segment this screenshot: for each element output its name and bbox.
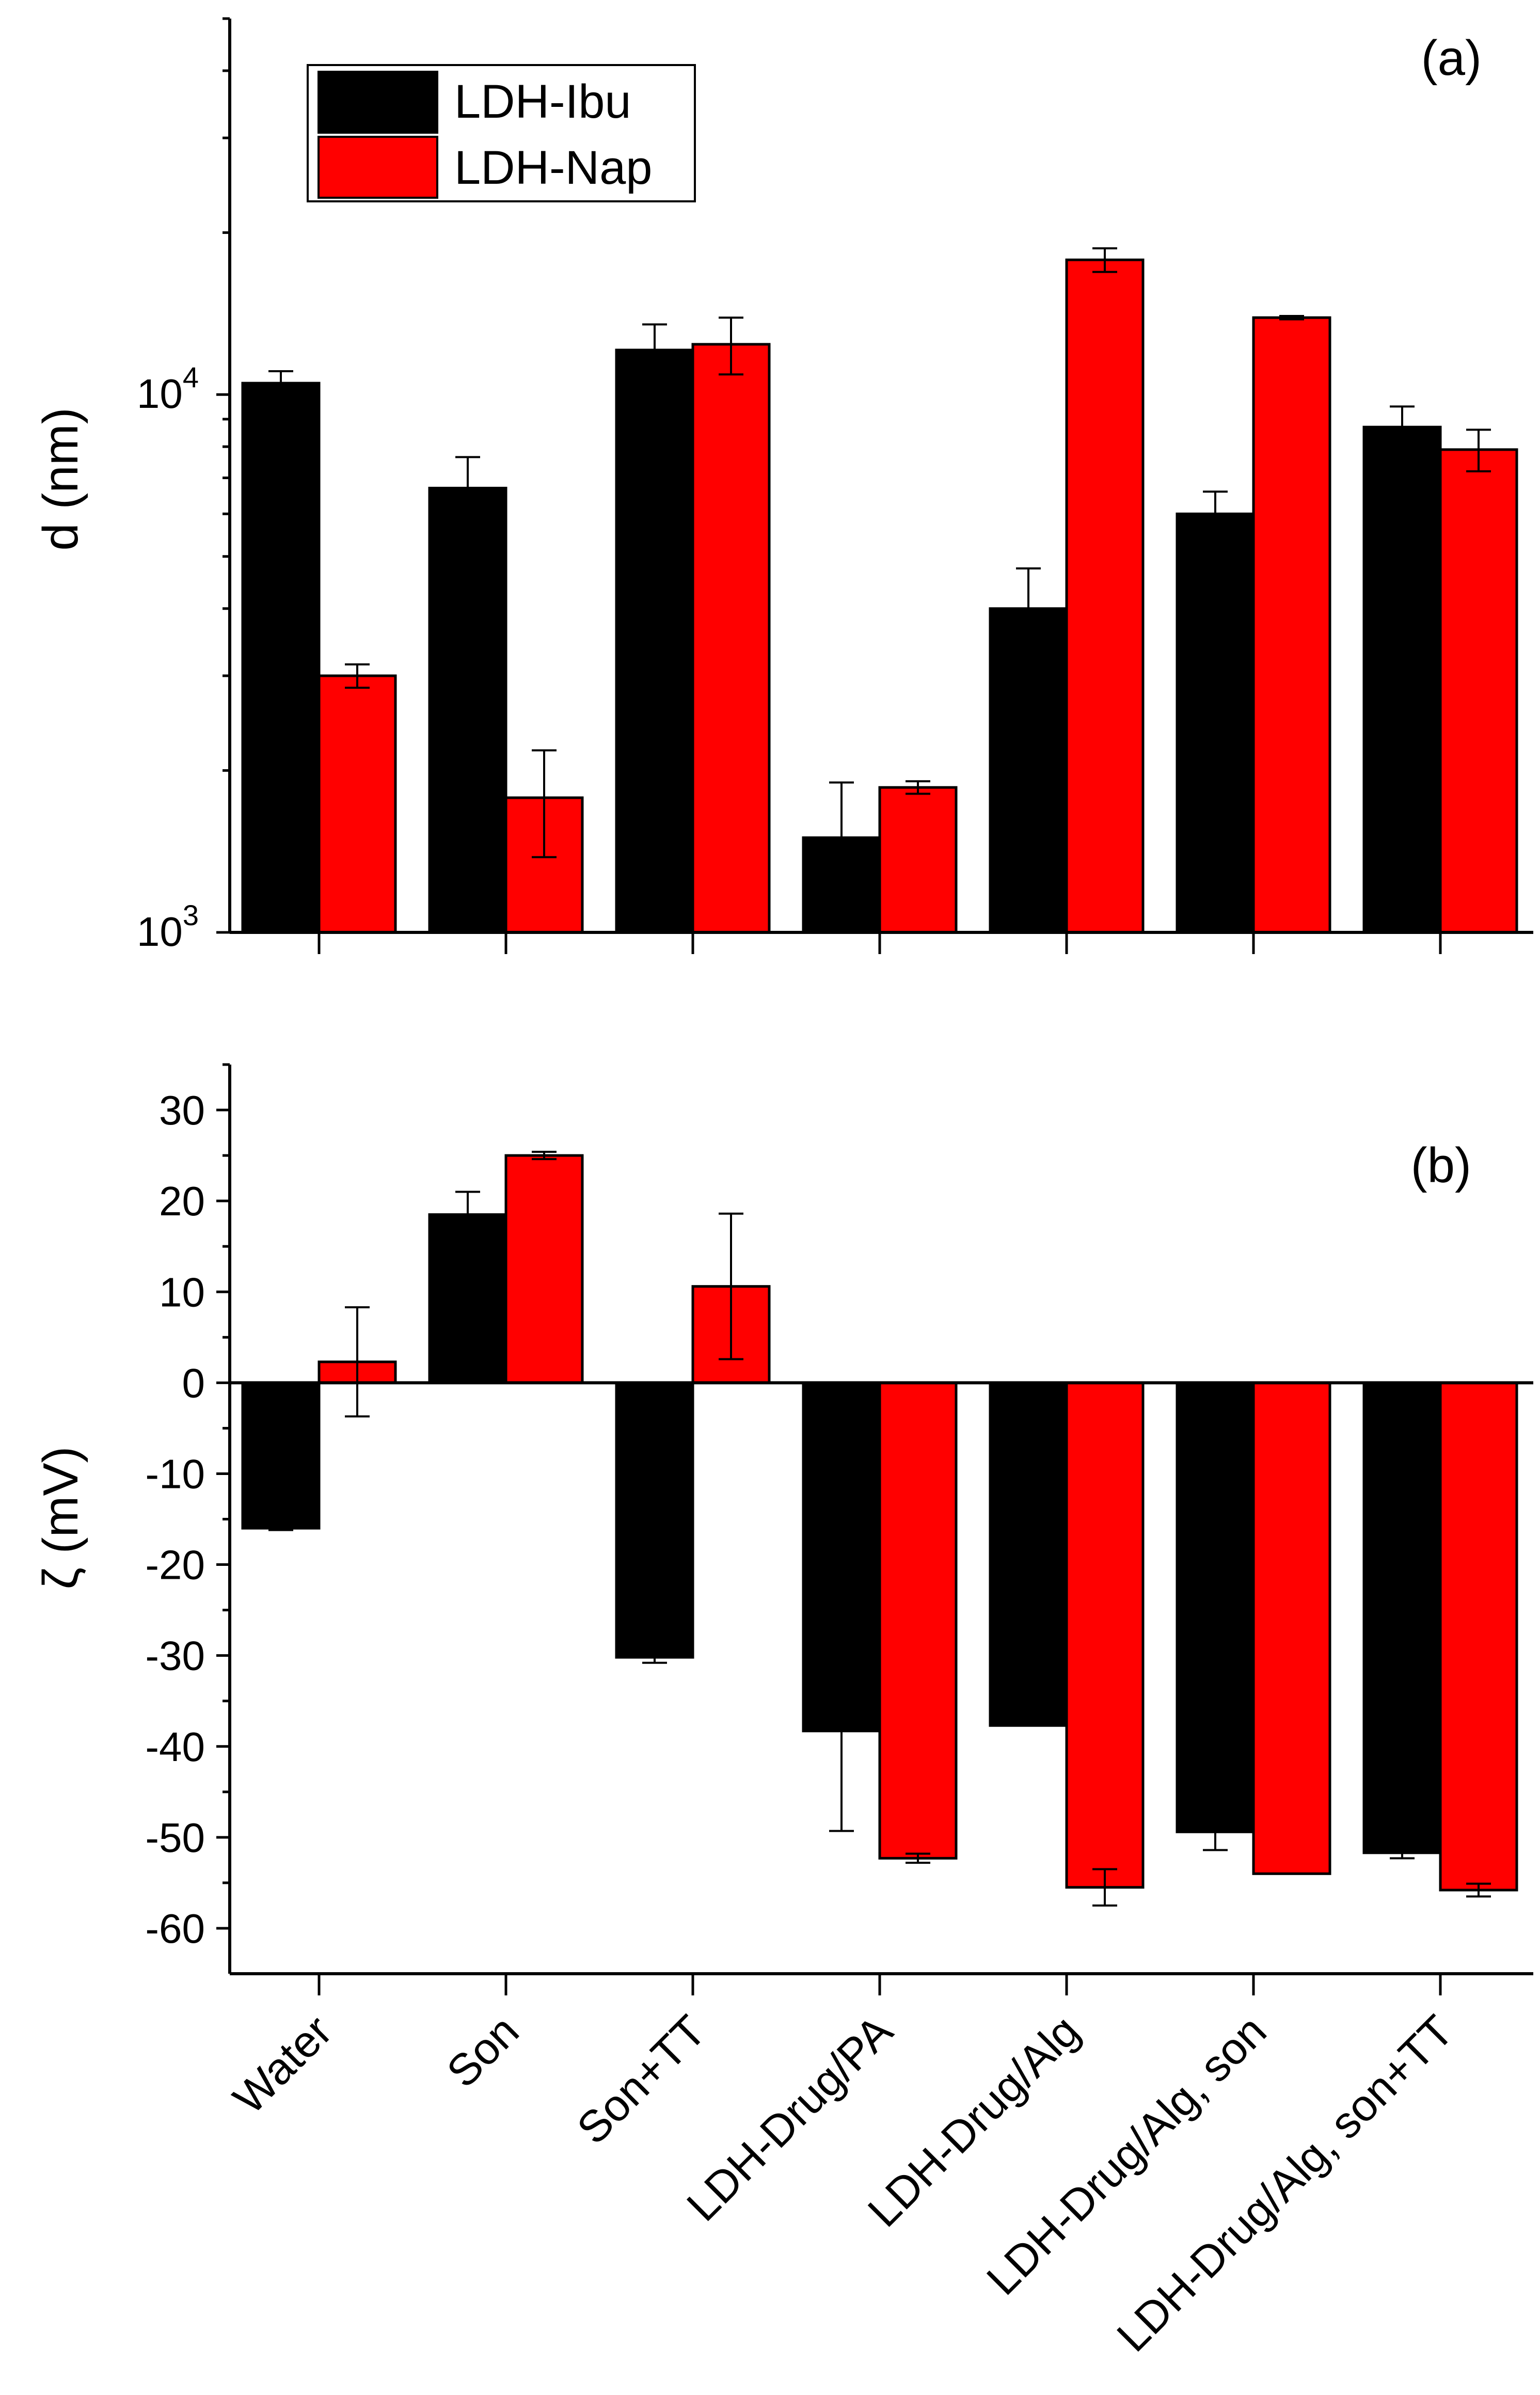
bar-b-ldh-ibu-son [428, 1213, 507, 1384]
panel-b-y-ticks: 30 20 10 0 -10 -20 -30 -40 -50 -60 [145, 1063, 230, 1952]
errorbar-a-ldh-ibu-ldh-drug-alg-son [1203, 490, 1228, 540]
errorbar-a-ldh-ibu-ldh-drug-alg-son-tt [1390, 405, 1415, 451]
panel-a-particle-size: 103 104 d (nm) (a) LDH-Ibu LDH-Nap [33, 17, 1533, 955]
y-tick-label-b-4: -10 [145, 1451, 205, 1497]
x-category-label-son-tt: Son+TT [568, 2006, 716, 2154]
bar-b-ldh-ibu-water [241, 1381, 321, 1530]
bar-a-ldh-nap-ldh-drug-alg-son-tt [1439, 448, 1518, 934]
errorbar-a-ldh-nap-son [532, 749, 557, 859]
legend-label-ldh-nap: LDH-Nap [454, 141, 652, 194]
y-tick-label-b-5: -20 [145, 1542, 205, 1588]
errorbar-b-ldh-ibu-ldh-drug-alg-son-tt [1390, 1846, 1415, 1860]
bar-b-ldh-ibu-ldh-drug-alg-son-tt [1362, 1381, 1442, 1854]
bar-a-ldh-nap-water [317, 674, 397, 934]
legend-label-ldh-ibu: LDH-Ibu [454, 75, 631, 128]
errorbar-b-ldh-ibu-ldh-drug-alg-son [1203, 1813, 1228, 1851]
bar-b-ldh-nap-ldh-drug-alg [1065, 1381, 1145, 1889]
bar-b-ldh-ibu-ldh-drug-alg-son [1176, 1381, 1255, 1833]
panel-a-y-ticks: 103 104 [137, 17, 230, 955]
bar-a-ldh-ibu-son-tt [615, 348, 694, 934]
y-tick-label-b-7: -40 [145, 1724, 205, 1770]
errorbar-a-ldh-nap-ldh-drug-alg [1092, 247, 1117, 273]
errorbar-a-ldh-nap-ldh-drug-alg-son-tt [1466, 429, 1491, 472]
panel-a-label: (a) [1421, 30, 1482, 86]
bar-a-ldh-nap-ldh-drug-alg-son [1252, 316, 1331, 934]
y-tick-label-b-6: -30 [145, 1633, 205, 1679]
y-tick-label-b-2: 10 [159, 1269, 205, 1315]
bar-a-ldh-nap-son-tt [691, 343, 771, 934]
errorbar-b-ldh-nap-ldh-drug-alg [1092, 1868, 1117, 1907]
bar-b-ldh-ibu-ldh-drug-alg [989, 1381, 1068, 1727]
y-tick-label-b-9: -60 [145, 1906, 205, 1952]
errorbar-a-ldh-ibu-ldh-drug-pa [829, 781, 854, 911]
panel-b-error-bars [268, 1151, 1491, 1907]
y-tick-label-a-1: 104 [137, 361, 199, 417]
x-category-label-son: Son [437, 2006, 528, 2097]
bar-b-ldh-nap-ldh-drug-alg-son-tt [1439, 1381, 1518, 1892]
panel-a-axes [228, 19, 1533, 934]
panel-b-bars [241, 1154, 1518, 1892]
panel-b-ylabel: ζ (mV) [33, 1447, 88, 1590]
errorbar-a-ldh-nap-water [345, 663, 370, 689]
bar-b-ldh-nap-ldh-drug-alg-son [1252, 1381, 1331, 1875]
errorbar-b-ldh-nap-son-tt [719, 1212, 743, 1360]
errorbar-a-ldh-nap-ldh-drug-pa [906, 780, 930, 795]
errorbar-b-ldh-ibu-water [268, 1525, 293, 1531]
panel-b-zeta-potential: 30 20 10 0 -10 -20 -30 -40 -50 -60 ζ (mV) (b) [33, 1063, 1533, 1995]
panel-b-x-ticks [317, 1974, 1442, 1995]
errorbar-a-ldh-ibu-water [268, 370, 293, 397]
errorbar-b-ldh-nap-ldh-drug-alg-son-tt [1466, 1882, 1491, 1898]
panel-a-ylabel: d (nm) [33, 407, 88, 550]
y-tick-label-b-3: 0 [182, 1360, 205, 1406]
errorbar-a-ldh-nap-son-tt [719, 316, 743, 376]
panel-a-bars [241, 258, 1518, 934]
errorbar-b-ldh-ibu-son [455, 1191, 480, 1239]
x-category-label-water: Water [224, 2006, 342, 2124]
bar-a-ldh-nap-ldh-drug-alg [1065, 258, 1145, 934]
y-tick-label-b-8: -50 [145, 1815, 205, 1861]
y-tick-label-b-1: 20 [159, 1178, 205, 1224]
legend: LDH-Ibu LDH-Nap [307, 64, 696, 202]
errorbar-b-ldh-ibu-ldh-drug-pa [829, 1630, 854, 1832]
panel-a-error-bars [268, 247, 1491, 911]
bar-a-ldh-ibu-ldh-drug-alg-son-tt [1362, 425, 1442, 934]
panel-a-x-ticks [317, 932, 1442, 954]
legend-swatch-ldh-nap [317, 136, 438, 199]
bar-a-ldh-nap-ldh-drug-pa [878, 786, 958, 934]
errorbar-a-ldh-ibu-son [455, 456, 480, 525]
panel-b-label: (b) [1411, 1138, 1471, 1193]
x-category-label-ldh-drug-alg-son-tt: LDH-Drug/Alg, son+TT [1107, 2006, 1463, 2361]
bar-a-ldh-ibu-ldh-drug-alg-son [1176, 512, 1255, 934]
bar-b-ldh-ibu-son-tt [615, 1381, 694, 1659]
bar-b-ldh-nap-son [504, 1154, 584, 1384]
legend-swatch-ldh-ibu [317, 71, 438, 134]
bar-a-ldh-ibu-water [241, 382, 321, 934]
bar-a-ldh-ibu-son [428, 486, 507, 934]
errorbar-a-ldh-ibu-son-tt [642, 323, 667, 380]
errorbar-a-ldh-ibu-ldh-drug-alg [1016, 567, 1041, 658]
x-axis-category-labels: Water Son Son+TTLDH-Drug/PALDH-Drug/AlgLDH… [224, 2006, 1463, 2361]
errorbar-a-ldh-nap-ldh-drug-alg-son [1279, 314, 1304, 321]
errorbar-b-ldh-nap-son [532, 1151, 557, 1161]
y-tick-label-a-0: 103 [137, 899, 199, 955]
y-tick-label-b-0: 30 [159, 1087, 205, 1133]
errorbar-b-ldh-nap-ldh-drug-pa [906, 1852, 930, 1864]
bar-b-ldh-nap-ldh-drug-pa [878, 1381, 958, 1860]
errorbar-b-ldh-ibu-son-tt [642, 1651, 667, 1664]
errorbar-b-ldh-nap-water [345, 1306, 370, 1418]
